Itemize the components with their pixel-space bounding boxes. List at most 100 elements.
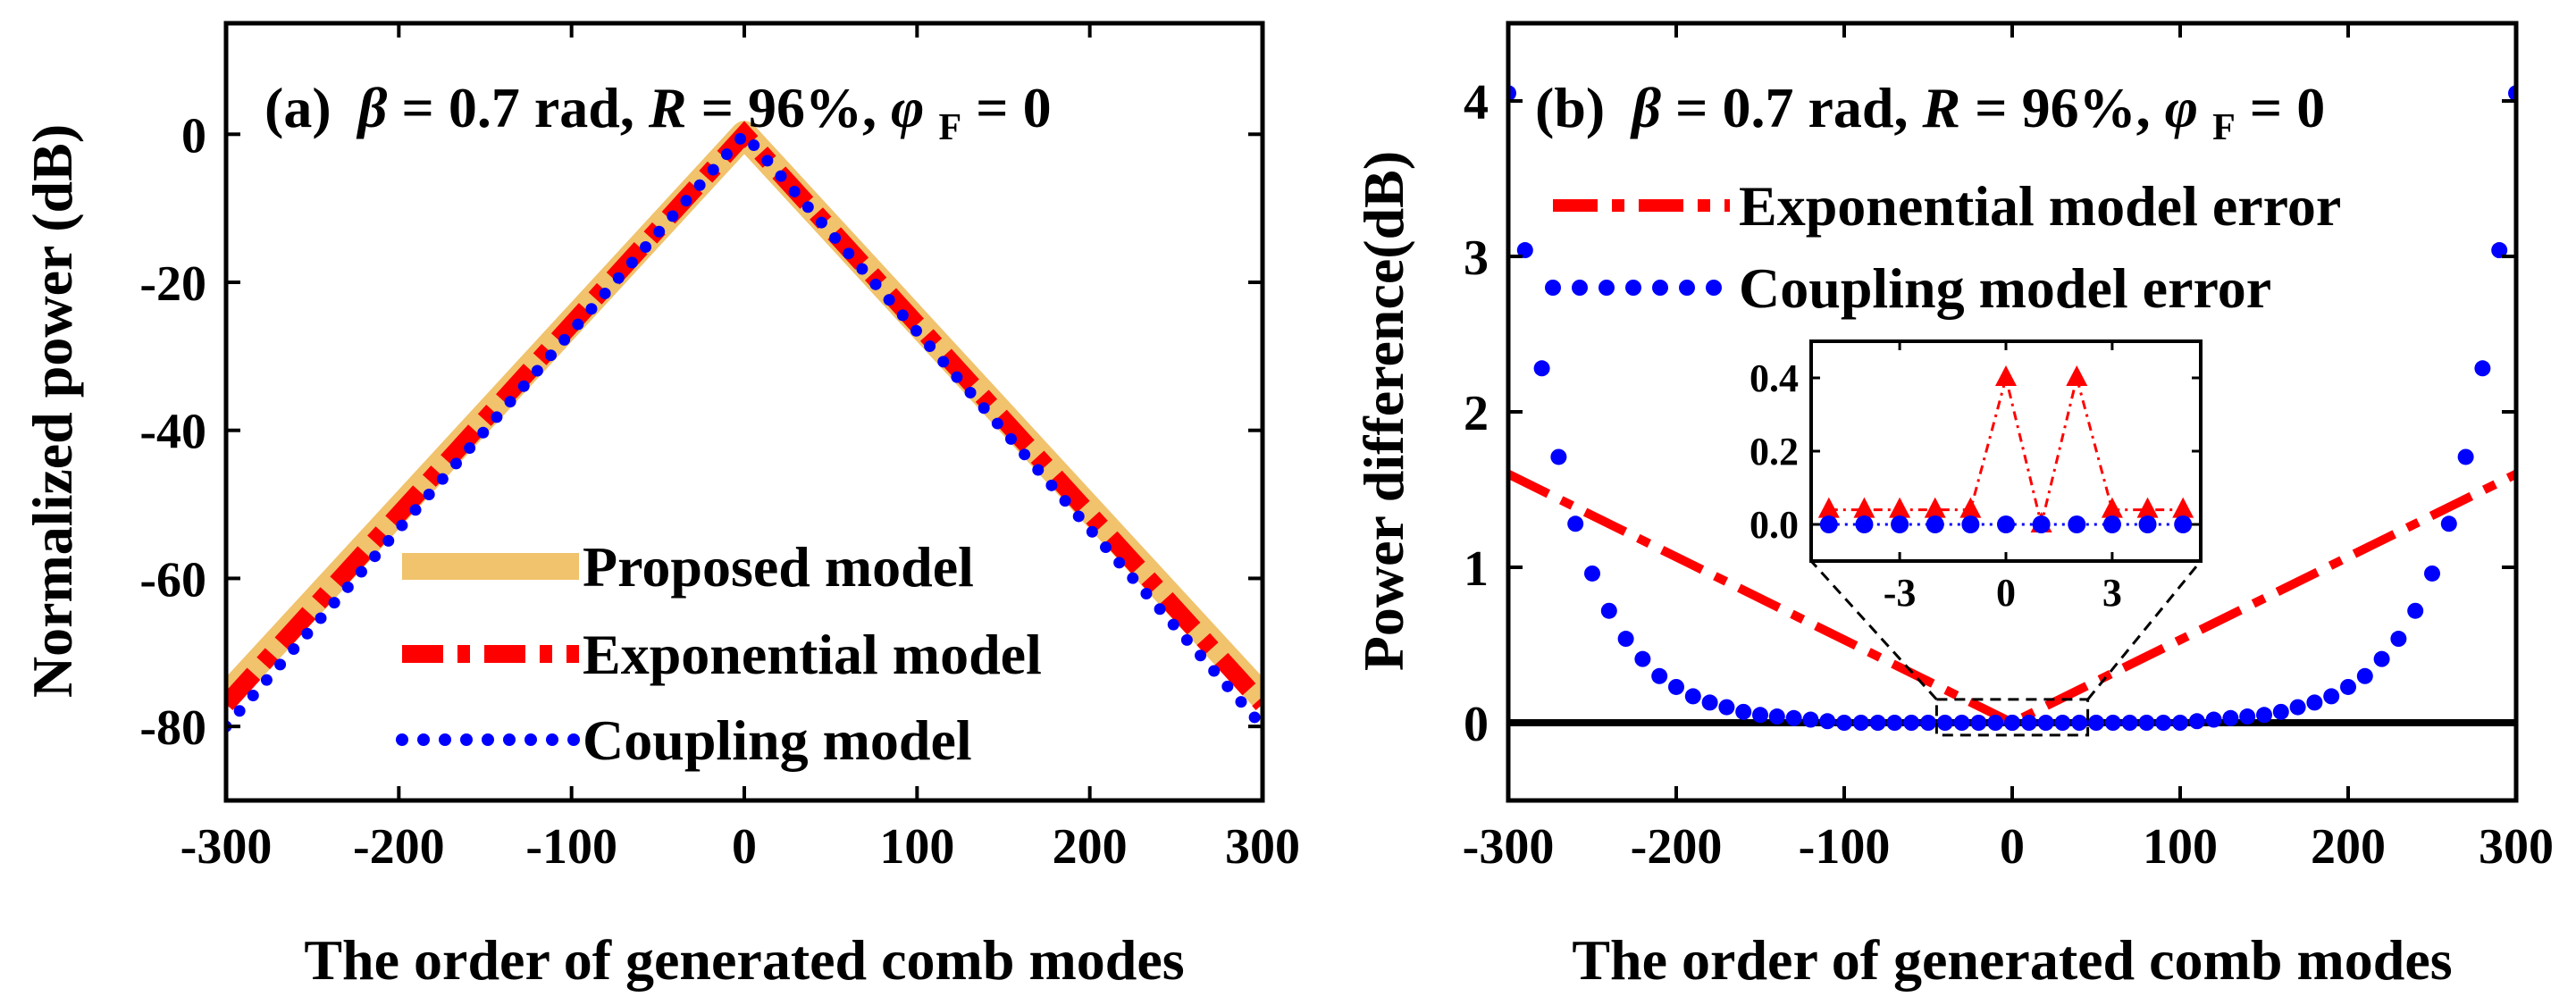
panel-a-title-r-symbol: R — [648, 76, 687, 139]
legend-label-coupling-model-error: Coupling model error — [1739, 256, 2271, 320]
inset-x-tick-label: 0 — [1996, 571, 2016, 615]
coupling-error-point — [1970, 715, 1987, 731]
coupling-error-point — [1533, 360, 1550, 377]
inset-exponential-marker — [1817, 497, 1840, 518]
panel-a-title-phi-symbol: φ — [891, 76, 924, 139]
panel-a-title-beta-symbol: β — [357, 76, 388, 139]
coupling-error-point — [2390, 631, 2407, 648]
coupling-error-point — [1550, 448, 1567, 465]
inset-y-tick-label: 0.0 — [1749, 503, 1799, 547]
panel-b-y-tick-label: 2 — [1464, 386, 1489, 441]
inset-exponential-marker — [1853, 497, 1875, 518]
coupling-error-point — [1668, 678, 1684, 695]
panel-b-x-tick-label: -200 — [1631, 819, 1723, 875]
coupling-error-point — [1785, 709, 1802, 726]
inset-coupling-marker — [1997, 515, 2015, 533]
panel-b-title-panel: (b) — [1535, 76, 1605, 139]
coupling-error-point — [2121, 715, 2138, 731]
inset-exponential-marker — [2136, 497, 2159, 518]
panel-a-title-phi-subscript: F — [938, 107, 961, 148]
series-coupling-model — [226, 125, 1263, 733]
coupling-error-point — [2474, 360, 2491, 377]
inset-y-tick-label: 0.2 — [1749, 430, 1799, 473]
coupling-error-point — [1886, 715, 1903, 731]
panel-b-title-phi-subscript: F — [2212, 107, 2236, 148]
coupling-error-point — [1684, 688, 1701, 705]
inset-exponential-marker — [1995, 365, 2017, 386]
coupling-error-point — [2054, 715, 2071, 731]
series-exponential-model — [226, 121, 1263, 711]
coupling-error-point — [2188, 713, 2205, 730]
panel-a-x-tick-label: -200 — [353, 819, 445, 875]
panel-a-series-layer — [226, 121, 1263, 733]
panel-b-x-tick-label: 0 — [2000, 819, 2025, 875]
coupling-error-point — [1987, 715, 2004, 731]
coupling-error-point — [2340, 678, 2356, 695]
inset-exponential-marker — [1889, 497, 1911, 518]
coupling-error-point — [2020, 715, 2037, 731]
inset-series-layer — [1817, 365, 2194, 533]
coupling-error-point — [2037, 715, 2054, 731]
inset-exponential-marker — [2066, 365, 2088, 386]
coupling-error-point — [2104, 715, 2121, 731]
panel-b-y-axis-label: Power difference(dB) — [1352, 151, 1415, 671]
coupling-error-point — [1701, 694, 1718, 711]
inset-coupling-marker — [2032, 515, 2051, 533]
inset-exponential-marker — [2101, 497, 2123, 518]
panel-a-y-tick-label: -20 — [139, 256, 206, 312]
legend-label-exponential-model-error: Exponential model error — [1739, 174, 2341, 238]
panel-a-legend: Proposed model Exponential model Couplin… — [396, 535, 1042, 772]
coupling-error-point — [1617, 631, 1634, 648]
coupling-error-point — [2323, 688, 2340, 705]
panel-a-x-tick-label: 200 — [1053, 819, 1128, 875]
inset-coupling-marker — [2138, 515, 2157, 533]
panel-a-x-tick-label: -100 — [525, 819, 617, 875]
coupling-error-point — [2004, 715, 2020, 731]
coupling-error-point — [2440, 515, 2457, 532]
coupling-error-point — [2272, 703, 2289, 720]
panel-b: -300 -200 -100 0 100 200 300 0 1 2 3 4 (b) β = 0.7 … — [1352, 21, 2554, 992]
panel-a-title-phi-value: = 0 — [976, 76, 1051, 139]
panel-b-y-tick-label: 0 — [1464, 697, 1489, 752]
coupling-error-point — [1819, 713, 1836, 730]
panel-a-x-axis-label: The order of generated comb modes — [304, 928, 1184, 992]
coupling-error-point — [2239, 708, 2256, 725]
legend-label-proposed-model: Proposed model — [583, 535, 974, 599]
inset-coupling-marker — [1855, 515, 1874, 533]
coupling-error-point — [2138, 715, 2155, 731]
panel-b-title-r-symbol: R — [1921, 76, 1960, 139]
panel-b-x-tick-label: -100 — [1799, 819, 1891, 875]
legend-label-exponential-model: Exponential model — [583, 623, 1042, 686]
coupling-error-point — [2356, 667, 2373, 684]
panel-a-ticks: -300 -200 -100 0 100 200 300 0 -20 -40 -60 -80 — [139, 23, 1300, 875]
panel-b-x-tick-label: 100 — [2143, 819, 2218, 875]
coupling-error-point — [1903, 715, 1920, 731]
zoom-connector-left — [1809, 559, 1938, 700]
panel-b-x-tick-label: 200 — [2311, 819, 2386, 875]
coupling-error-point — [2491, 242, 2508, 259]
coupling-error-point — [2172, 715, 2188, 731]
coupling-error-point — [1836, 715, 1852, 731]
coupling-error-point — [2289, 699, 2306, 716]
inset-coupling-marker — [1961, 515, 1980, 533]
panel-b-y-tick-label: 1 — [1464, 541, 1489, 597]
coupling-error-point — [1651, 667, 1668, 684]
panel-a-y-axis-label: Normalized power (dB) — [21, 124, 84, 698]
panel-a-x-tick-label: -300 — [180, 819, 273, 875]
inset-coupling-marker — [2102, 515, 2121, 533]
inset-exponential-line — [1828, 377, 2184, 525]
inset-y-tick-label: 0.4 — [1749, 356, 1799, 400]
panel-a-y-tick-label: 0 — [181, 108, 206, 163]
panel-a-y-tick-label: -60 — [139, 552, 206, 607]
inset-x-tick-label: 3 — [2102, 571, 2122, 615]
coupling-error-point — [2256, 707, 2272, 724]
coupling-error-point — [2088, 715, 2104, 731]
inset-exponential-marker — [1924, 497, 1946, 518]
coupling-error-point — [2373, 650, 2390, 667]
panel-a-y-tick-label: -80 — [139, 700, 206, 756]
panel-b-title-beta-value: = 0.7 rad, — [1675, 76, 1922, 139]
coupling-error-point — [1920, 715, 1936, 731]
coupling-error-point — [1634, 650, 1651, 667]
panel-a-x-tick-label: 0 — [732, 819, 757, 875]
